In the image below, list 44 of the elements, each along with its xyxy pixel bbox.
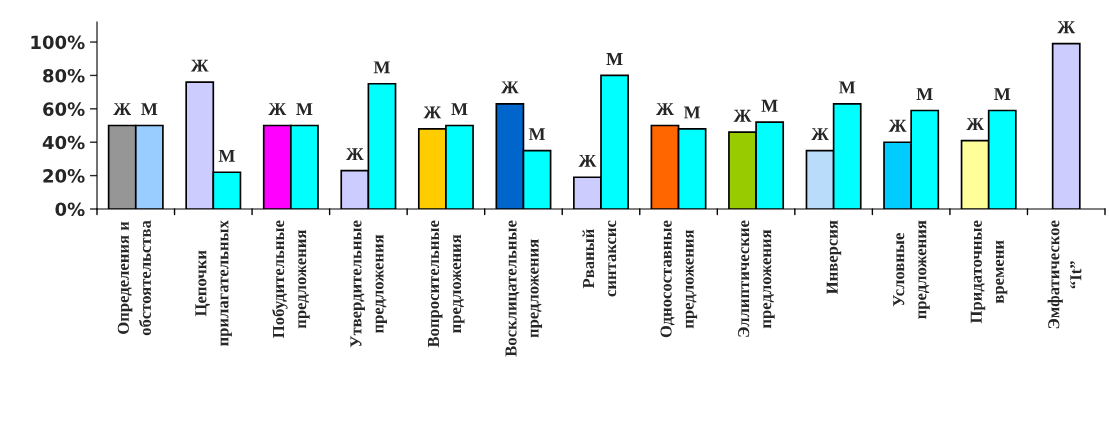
y-tick-label: 80% <box>43 68 85 83</box>
y-tick-label: 20% <box>43 169 85 183</box>
text: М <box>916 88 933 100</box>
text: М <box>218 149 235 162</box>
text: Ж <box>190 59 209 72</box>
text: Ж <box>578 154 597 167</box>
text: Ж <box>423 106 442 119</box>
x-tick-label: Утвердительные предложения <box>350 220 387 348</box>
x-tick-label: Цепочки прилагательных <box>195 220 232 346</box>
x-tick-label: Побудительные предложения <box>272 220 310 338</box>
text: М <box>994 88 1011 100</box>
x-tick-label: Рваный синтаксис <box>582 220 617 297</box>
x-tick-label: Инверсия <box>826 220 842 295</box>
text: Ж <box>501 81 519 94</box>
text: М <box>761 99 778 112</box>
text: Ж <box>888 119 907 132</box>
text: М <box>606 53 623 65</box>
y-tick-label: 40% <box>42 135 85 150</box>
series-label: М <box>838 81 856 94</box>
text: М <box>451 103 468 115</box>
x-tick-label: Придаточные времени <box>970 220 1008 324</box>
x-tick-label: Условные предложения <box>893 220 930 319</box>
text: Ж <box>113 103 132 115</box>
y-tick-label: 60% <box>43 102 85 116</box>
text: М <box>528 128 546 141</box>
x-tick-label: Односоставные предложения <box>660 220 698 338</box>
text: М <box>373 61 390 74</box>
x-tick-label: Определения и обстоятельства <box>117 220 151 336</box>
x-tick-label: Эллиптические предложения <box>738 220 775 337</box>
text: Ж <box>345 148 364 161</box>
y-tick-label: 100% <box>31 35 85 50</box>
text: Ж <box>268 103 287 115</box>
y-tick-label: 0% <box>55 202 85 217</box>
text: М <box>141 103 158 115</box>
text: Ж <box>656 103 674 115</box>
x-tick-label: Вопросительные предложения <box>427 220 465 348</box>
series-label: Ж <box>966 118 985 131</box>
text: М <box>683 106 701 119</box>
x-tick-label: Эмфатическое “It” <box>1047 220 1082 329</box>
text: М <box>296 103 313 115</box>
text: Ж <box>811 128 829 141</box>
x-tick-label: Восклицательные предложения <box>505 220 543 357</box>
text: Ж <box>1057 21 1076 34</box>
text: Ж <box>733 109 752 122</box>
